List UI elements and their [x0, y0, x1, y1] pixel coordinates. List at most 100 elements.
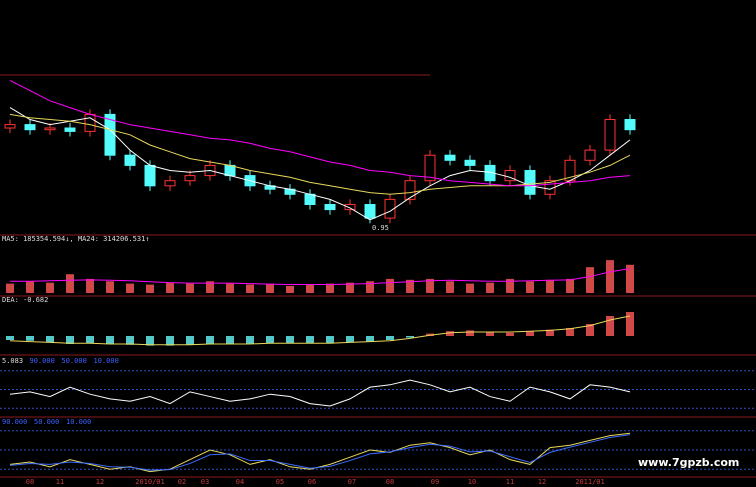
- candle-body: [524, 170, 536, 195]
- bar: [606, 260, 614, 293]
- bar: [446, 281, 454, 293]
- x-tick-label: 05: [276, 478, 284, 486]
- candle-body: [384, 198, 396, 219]
- candle-body: [64, 127, 76, 132]
- x-tick-label: 12: [96, 478, 104, 486]
- bar: [526, 331, 534, 336]
- series-line: [9, 379, 631, 407]
- level-label: 90.000: [30, 357, 55, 365]
- bar: [346, 336, 354, 343]
- bar: [266, 336, 274, 344]
- bar: [546, 279, 554, 293]
- bar: [86, 336, 94, 344]
- panel-header: DEA: -0.682: [2, 296, 48, 304]
- candle-body: [224, 164, 236, 177]
- bar: [206, 281, 214, 293]
- bar: [486, 282, 494, 293]
- bar: [226, 283, 234, 293]
- series-line: [9, 79, 631, 187]
- level-label: 50.000: [34, 418, 59, 426]
- series-line: [9, 434, 631, 471]
- level-label: 50.000: [62, 357, 87, 365]
- x-tick-label: 06: [308, 478, 316, 486]
- bar: [346, 282, 354, 293]
- candle-body: [144, 164, 156, 187]
- watermark: www.7gpzb.com: [638, 456, 739, 469]
- level-label: 10.000: [94, 357, 119, 365]
- bar: [406, 336, 414, 338]
- series-line: [9, 113, 631, 195]
- level-label: 10.000: [66, 418, 91, 426]
- bar: [166, 282, 174, 293]
- panel-frames: [0, 74, 756, 478]
- bar: [606, 316, 614, 336]
- bar: [286, 336, 294, 344]
- bar: [586, 267, 594, 293]
- candle-body: [24, 124, 36, 131]
- candle-body: [624, 119, 636, 131]
- bar: [366, 281, 374, 293]
- x-tick-label: 2011/01: [575, 478, 605, 486]
- bar: [226, 336, 234, 344]
- candle-body: [444, 154, 456, 161]
- candle-body: [184, 175, 196, 182]
- candle-body: [344, 204, 356, 211]
- candle-body: [84, 113, 96, 132]
- bar: [106, 281, 114, 293]
- x-tick-label: 12: [538, 478, 546, 486]
- bar: [46, 282, 54, 293]
- x-tick-label: 03: [201, 478, 209, 486]
- bar: [306, 284, 314, 293]
- bar: [86, 278, 94, 293]
- x-tick-label: 11: [56, 478, 64, 486]
- candle-body: [304, 193, 316, 206]
- series-line: [9, 315, 631, 346]
- bar: [26, 281, 34, 293]
- bar: [326, 336, 334, 344]
- bar: [386, 278, 394, 293]
- bar: [186, 336, 194, 345]
- series-line: [10, 268, 631, 286]
- bar: [186, 283, 194, 293]
- x-tick-label: 04: [236, 478, 244, 486]
- bar: [206, 336, 214, 344]
- x-tick-label: 2010/01: [135, 478, 165, 486]
- candle-body: [124, 154, 136, 166]
- bar: [406, 279, 414, 293]
- candle-body: [4, 124, 16, 129]
- candle-body: [164, 180, 176, 187]
- bar: [6, 283, 14, 293]
- x-tick-label: 08: [26, 478, 34, 486]
- x-tick-label: 11: [506, 478, 514, 486]
- bar: [566, 278, 574, 293]
- panel-header: MA5: 185354.594↓, MA24: 314206.531↑: [2, 235, 150, 243]
- candle-body: [464, 159, 476, 166]
- bar: [6, 336, 14, 340]
- bar: [386, 336, 394, 340]
- series-line: [9, 107, 631, 221]
- bar: [466, 330, 474, 336]
- x-tick-label: 02: [178, 478, 186, 486]
- bar: [66, 336, 74, 344]
- bar: [426, 278, 434, 293]
- x-tick-label: 10: [468, 478, 476, 486]
- bar: [546, 329, 554, 336]
- bar: [446, 331, 454, 336]
- low-annotation: 0.95: [372, 224, 389, 232]
- x-tick-label: 07: [348, 478, 356, 486]
- bar: [586, 324, 594, 336]
- bar: [566, 328, 574, 336]
- bar: [506, 278, 514, 293]
- bar: [246, 336, 254, 344]
- panel-header: 5.083: [2, 357, 23, 365]
- candle-body: [584, 149, 596, 161]
- bar: [126, 283, 134, 293]
- bar: [326, 283, 334, 293]
- candle-body: [364, 204, 376, 219]
- candle-body: [404, 180, 416, 200]
- bar: [486, 332, 494, 336]
- candle-body: [324, 204, 336, 211]
- x-tick-label: 09: [431, 478, 439, 486]
